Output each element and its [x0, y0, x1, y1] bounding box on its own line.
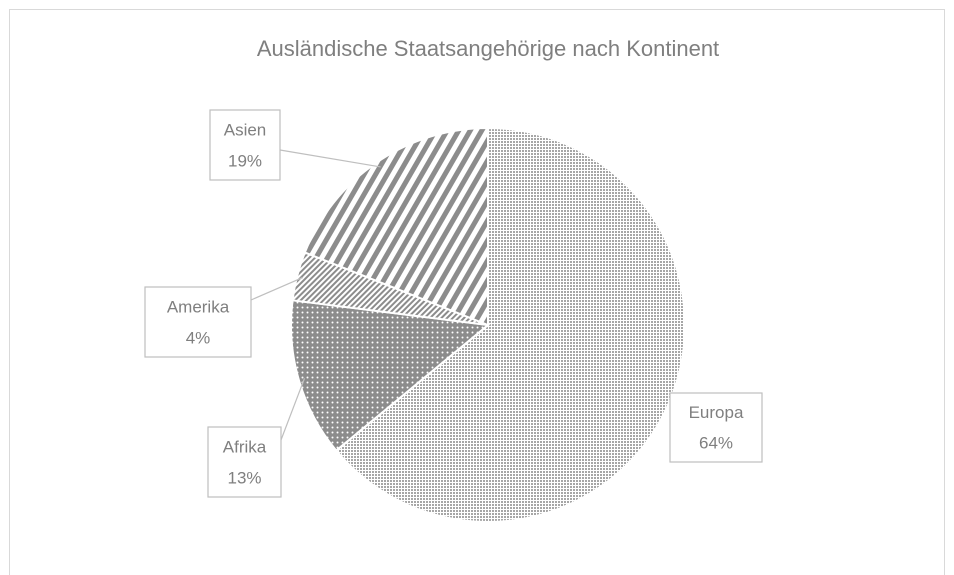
- label-value: 64%: [699, 434, 733, 453]
- pie-slice: [290, 299, 491, 452]
- pie-slice: [334, 126, 686, 523]
- label-value: 19%: [228, 151, 262, 170]
- leader-line: [250, 276, 304, 301]
- label-category: Asien: [224, 120, 267, 139]
- label-box: [207, 426, 282, 498]
- chart-title: Ausländische Staatsangehörige nach Konti…: [257, 36, 719, 61]
- leader-line: [279, 149, 381, 168]
- pie-slice: [303, 126, 489, 327]
- label-value: 4%: [186, 328, 211, 347]
- label-box: [209, 109, 281, 181]
- label-category: Afrika: [223, 437, 267, 456]
- label-category: Amerika: [167, 297, 230, 316]
- leader-line: [280, 378, 306, 441]
- label-value: 13%: [227, 468, 261, 487]
- label-category: Europa: [689, 403, 744, 422]
- label-box: [144, 286, 252, 358]
- label-box: [669, 392, 763, 463]
